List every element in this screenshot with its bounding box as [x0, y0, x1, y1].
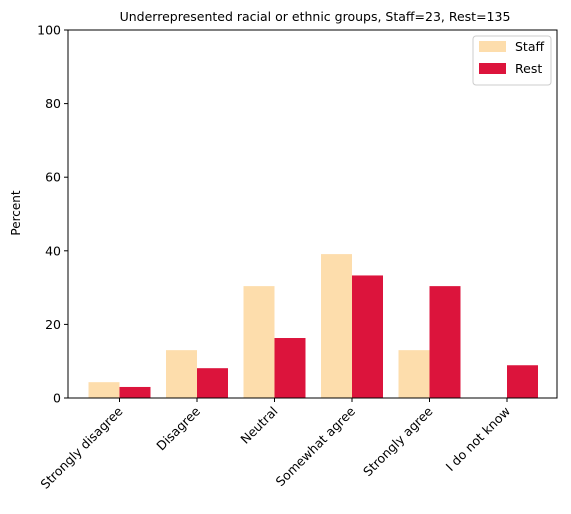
bar-rest-4: [429, 286, 461, 398]
y-tick-label: 40: [45, 243, 61, 258]
bar-rest-5: [507, 365, 538, 398]
legend-swatch-rest: [479, 63, 506, 74]
x-tick-label: Neutral: [237, 404, 280, 447]
bars-layer: [88, 254, 538, 398]
y-axis-label: Percent: [9, 190, 23, 235]
x-tick-label: Strongly agree: [360, 403, 436, 479]
x-tick-label: Strongly disagree: [37, 403, 125, 491]
bar-rest-3: [352, 275, 383, 398]
legend-swatch-staff: [479, 41, 506, 52]
x-ticks: Strongly disagree Disagree NeutralSomewhat…: [37, 398, 513, 492]
y-ticks: 0 20 40 60 80 100: [37, 23, 68, 406]
chart-title: Underrepresented racial or ethnic groups…: [120, 9, 511, 24]
legend: Staff Rest: [472, 35, 552, 86]
y-tick-label: 0: [53, 391, 61, 406]
x-tick-label: Somewhat agree: [273, 403, 359, 489]
bar-rest-1: [197, 368, 228, 398]
bar-staff-2: [243, 286, 275, 398]
x-tick-label: I do not know: [443, 404, 514, 475]
y-tick-label: 80: [45, 96, 61, 111]
legend-label-rest: Rest: [515, 61, 542, 76]
legend-label-staff: Staff: [515, 39, 544, 54]
x-tick-label: Disagree: [153, 403, 203, 453]
bar-staff-1: [166, 350, 197, 398]
plot-frame: [67, 29, 558, 399]
bar-staff-0: [88, 382, 120, 398]
y-tick-label: 60: [45, 170, 61, 185]
bar-staff-3: [321, 254, 352, 398]
bar-rest-0: [119, 386, 151, 398]
bar-rest-2: [274, 338, 306, 398]
bar-staff-4: [398, 350, 430, 398]
y-tick-label: 20: [45, 317, 61, 332]
y-tick-label: 100: [37, 23, 61, 38]
